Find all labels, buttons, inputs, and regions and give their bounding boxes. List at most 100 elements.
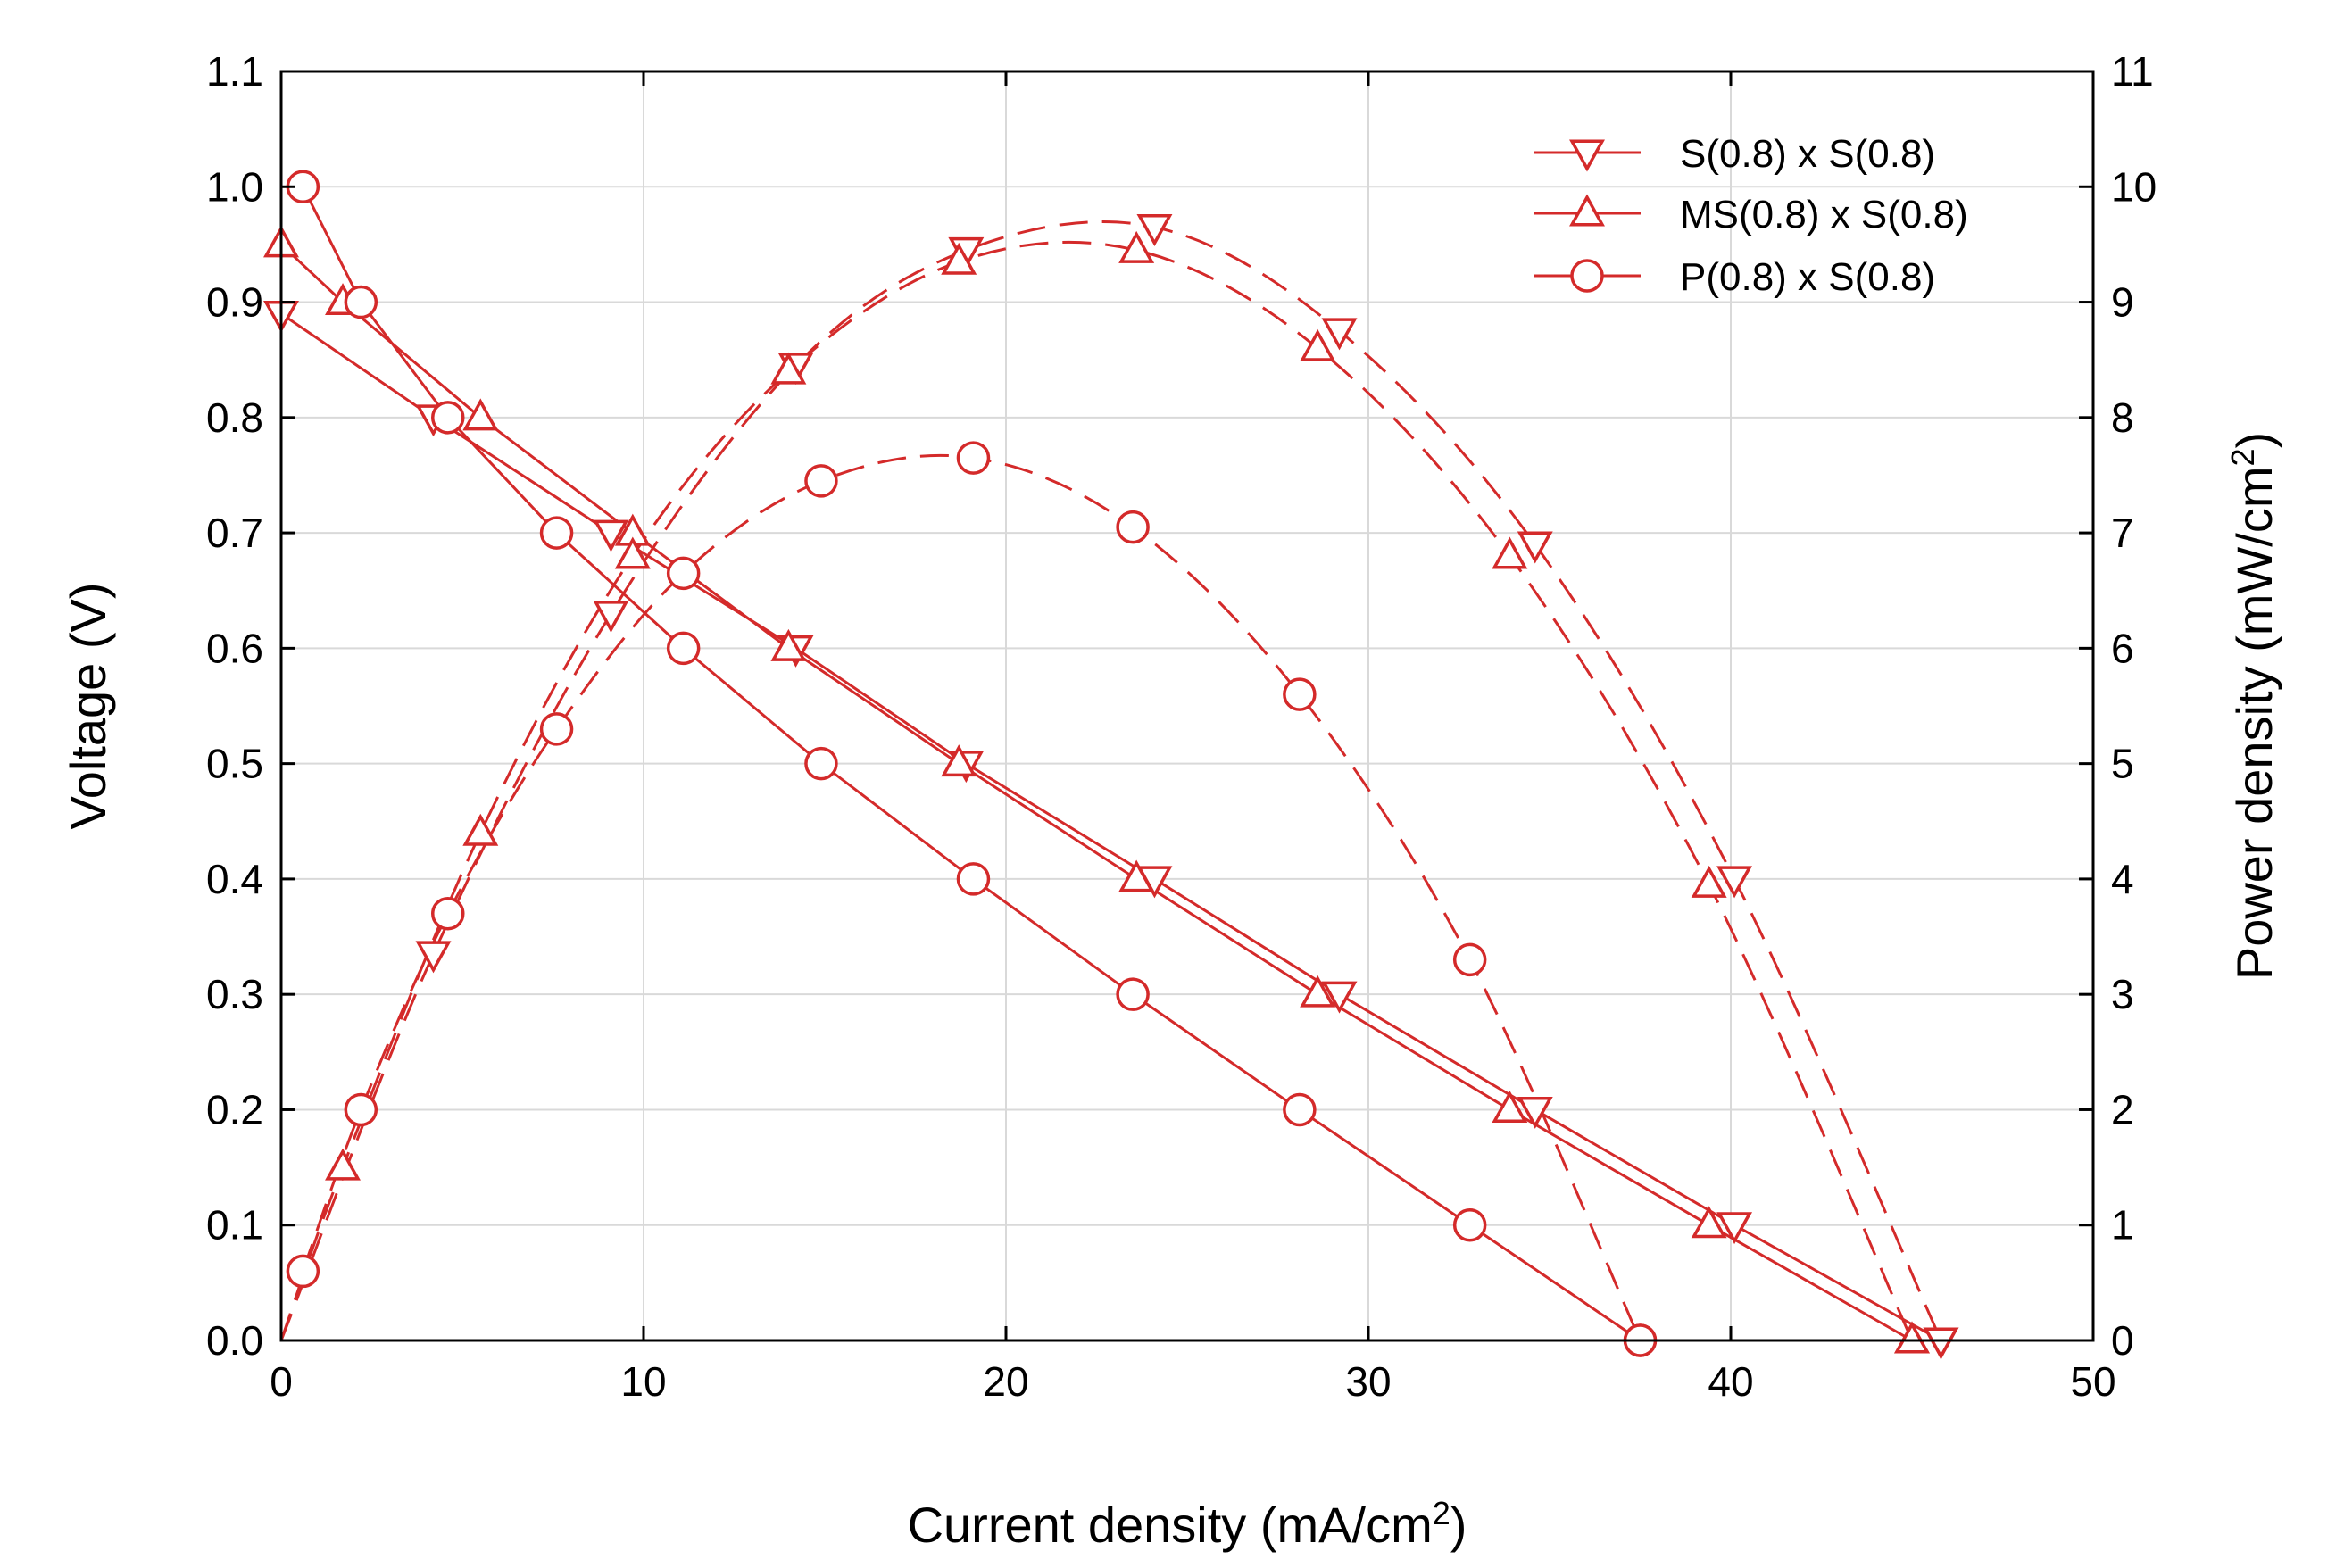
- y-tick-label: 0.0: [206, 1317, 263, 1364]
- legend-entry-p-s: P(0.8) x S(0.8): [1534, 255, 1935, 299]
- legend-marker-s-s: [1569, 139, 1605, 172]
- y-tick-label: 0.1: [206, 1202, 263, 1249]
- voltage-point-ms-s: [1492, 1091, 1528, 1123]
- y2-tick-label: 7: [2111, 510, 2134, 556]
- legend-label-ms-s: MS(0.8) x S(0.8): [1680, 193, 1968, 236]
- x-tick-label: 40: [1708, 1358, 1753, 1405]
- power-point-ms-s: [1118, 230, 1155, 263]
- voltage-point-ms-s: [941, 744, 977, 777]
- voltage-point-p-s: [956, 862, 991, 896]
- power-point-s-s: [415, 941, 452, 974]
- power-curve-s-s: [279, 220, 1942, 1341]
- power-point-p-s: [1283, 677, 1317, 711]
- voltage-point-s-s: [1321, 981, 1358, 1014]
- voltage-point-ms-s: [1300, 975, 1336, 1008]
- voltage-point-p-s: [1452, 1207, 1487, 1242]
- power-point-s-s: [1136, 214, 1173, 246]
- y2-tick-label: 1: [2111, 1202, 2134, 1249]
- x-axis-title: Current density (mA/cm2): [908, 1495, 1467, 1554]
- legend-marker-p-s: [1570, 259, 1604, 293]
- y2-tick-label: 0: [2111, 1317, 2134, 1364]
- y2-tick-label: 6: [2111, 625, 2134, 671]
- power-point-s-s: [1321, 318, 1358, 351]
- voltage-point-p-s: [431, 401, 465, 435]
- voltage-line-ms-s: [279, 243, 1913, 1342]
- voltage-point-p-s: [539, 516, 574, 550]
- power-point-s-s: [593, 601, 629, 634]
- voltage-point-ms-s: [1118, 859, 1155, 892]
- y2-tick-label: 5: [2111, 741, 2134, 787]
- legend-entry-s-s: S(0.8) x S(0.8): [1534, 132, 1935, 176]
- y-tick-label: 0.6: [206, 625, 263, 671]
- axes: [279, 70, 2095, 1342]
- legend-label-s-s: S(0.8) x S(0.8): [1680, 132, 1935, 176]
- ticks: 0 10 20 30 40 500.00.10.20.30.40.50.60.70.80.…: [206, 48, 2157, 1405]
- y2-tick-label: 8: [2111, 394, 2134, 441]
- y2-tick-label: 2: [2111, 1086, 2134, 1132]
- y-tick-label: 0.7: [206, 510, 263, 556]
- voltage-point-p-s: [344, 285, 378, 319]
- power-point-ms-s: [941, 242, 977, 275]
- power-point-s-s: [1517, 531, 1553, 564]
- y-tick-label: 0.3: [206, 971, 263, 1017]
- power-point-s-s: [1923, 1327, 1959, 1360]
- voltage-point-p-s: [666, 631, 701, 666]
- voltage-point-ms-s: [770, 628, 807, 661]
- power-point-p-s: [344, 1092, 378, 1127]
- power-point-p-s: [539, 712, 574, 746]
- legend-marker-ms-s: [1569, 194, 1605, 227]
- y-tick-label: 0.5: [206, 741, 263, 787]
- power-point-ms-s: [1492, 536, 1528, 569]
- legend-label-p-s: P(0.8) x S(0.8): [1680, 255, 1935, 299]
- x-tick-label: 30: [1345, 1358, 1391, 1405]
- x-tick-label: 50: [2070, 1358, 2115, 1405]
- power-curve-ms-s: [279, 240, 1914, 1341]
- x-tick-label: 20: [983, 1358, 1028, 1405]
- plot-frame: [279, 70, 2095, 1342]
- legend: S(0.8) x S(0.8) MS(0.8) x S(0.8) P(0.8) …: [1534, 132, 1968, 299]
- power-point-ms-s: [1894, 1321, 1930, 1354]
- voltage-point-p-s: [804, 746, 838, 781]
- power-point-p-s: [1116, 510, 1150, 544]
- data-markers: [263, 170, 1959, 1360]
- y2-tick-label: 11: [2111, 48, 2154, 95]
- x-tick-label: 10: [620, 1358, 666, 1405]
- voltage-point-s-s: [593, 519, 629, 552]
- power-point-ms-s: [1300, 328, 1336, 361]
- y-tick-label: 0.4: [206, 856, 263, 902]
- y2-axis-title: Power density (mW/cm2): [2224, 432, 2283, 980]
- power-point-p-s: [1452, 942, 1487, 977]
- y-tick-label: 0.9: [206, 279, 263, 326]
- y2-tick-label: 9: [2111, 279, 2134, 326]
- legend-entry-ms-s: MS(0.8) x S(0.8): [1534, 193, 1968, 236]
- voltage-line-s-s: [280, 312, 1942, 1342]
- y-axis-title: Voltage (V): [60, 582, 116, 829]
- y-tick-label: 0.2: [206, 1086, 263, 1132]
- power-point-s-s: [1716, 866, 1753, 899]
- power-point-ms-s: [325, 1148, 361, 1181]
- voltage-point-ms-s: [1691, 1206, 1727, 1239]
- voltage-point-p-s: [1116, 977, 1150, 1011]
- power-point-p-s: [804, 464, 838, 498]
- power-point-ms-s: [614, 536, 651, 569]
- y2-tick-label: 3: [2111, 971, 2134, 1017]
- power-point-p-s: [956, 441, 991, 475]
- voltage-point-s-s: [1716, 1212, 1753, 1245]
- voltage-point-p-s: [1283, 1092, 1317, 1127]
- power-curve-p-s: [301, 453, 1642, 1341]
- power-point-ms-s: [1691, 865, 1727, 898]
- power-point-p-s: [666, 556, 701, 591]
- power-point-p-s: [286, 1254, 320, 1289]
- y-tick-label: 1.1: [206, 48, 263, 95]
- voltage-point-s-s: [1517, 1096, 1553, 1129]
- y2-tick-label: 10: [2111, 163, 2157, 210]
- power-point-ms-s: [770, 352, 807, 385]
- y-tick-label: 0.8: [206, 394, 263, 441]
- y-tick-label: 1.0: [206, 163, 263, 210]
- grid: [281, 71, 2093, 1340]
- y2-tick-label: 4: [2111, 856, 2134, 902]
- voltage-point-ms-s: [462, 398, 499, 431]
- power-point-ms-s: [462, 813, 499, 846]
- x-tick-label: 0: [270, 1358, 293, 1405]
